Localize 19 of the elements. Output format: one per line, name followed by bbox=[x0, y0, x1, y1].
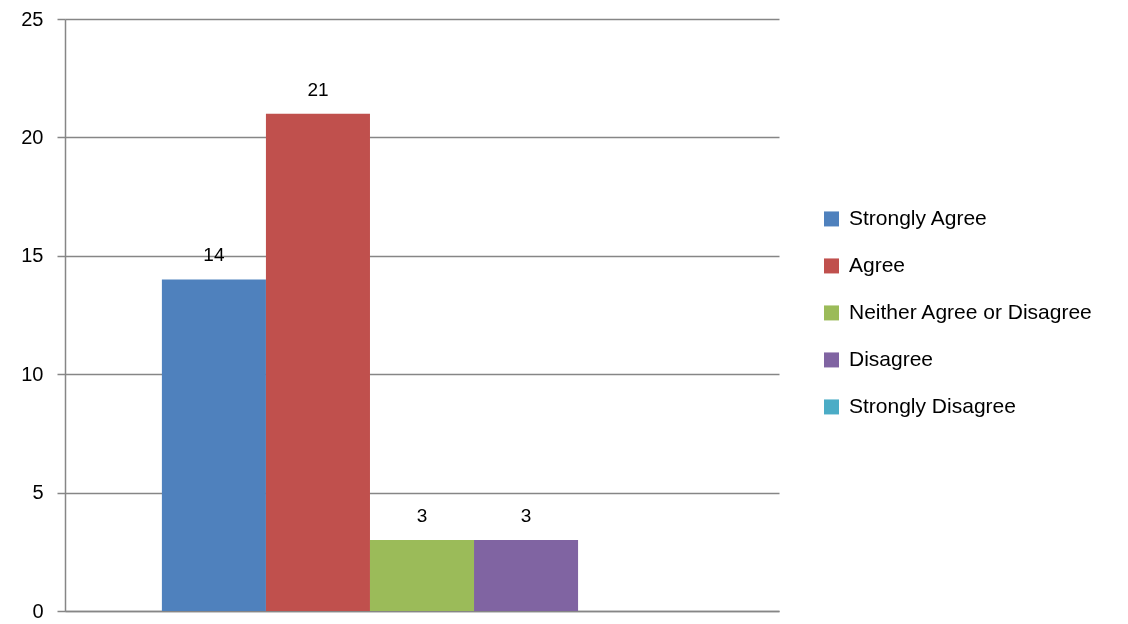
data-label: 21 bbox=[307, 78, 329, 100]
y-tick-label: 25 bbox=[21, 7, 44, 30]
bar bbox=[265, 113, 370, 611]
y-tick-label: 0 bbox=[32, 599, 44, 622]
bar bbox=[161, 279, 266, 611]
data-label: 14 bbox=[203, 244, 225, 266]
legend-label: Strongly Agree bbox=[849, 205, 987, 229]
y-tick-label: 10 bbox=[21, 362, 44, 385]
legend-label: Disagree bbox=[849, 346, 934, 370]
legend-label: Agree bbox=[849, 252, 906, 276]
bar bbox=[369, 539, 475, 611]
y-tick-label: 20 bbox=[21, 125, 44, 148]
data-label: 3 bbox=[416, 504, 428, 526]
legend-label: Strongly Disagree bbox=[849, 393, 1016, 417]
bar bbox=[474, 539, 579, 611]
y-tick-label: 5 bbox=[32, 481, 44, 504]
y-tick-label: 15 bbox=[21, 244, 44, 267]
data-label: 3 bbox=[520, 504, 532, 526]
legend-label: Neither Agree or Disagree bbox=[849, 299, 1092, 323]
